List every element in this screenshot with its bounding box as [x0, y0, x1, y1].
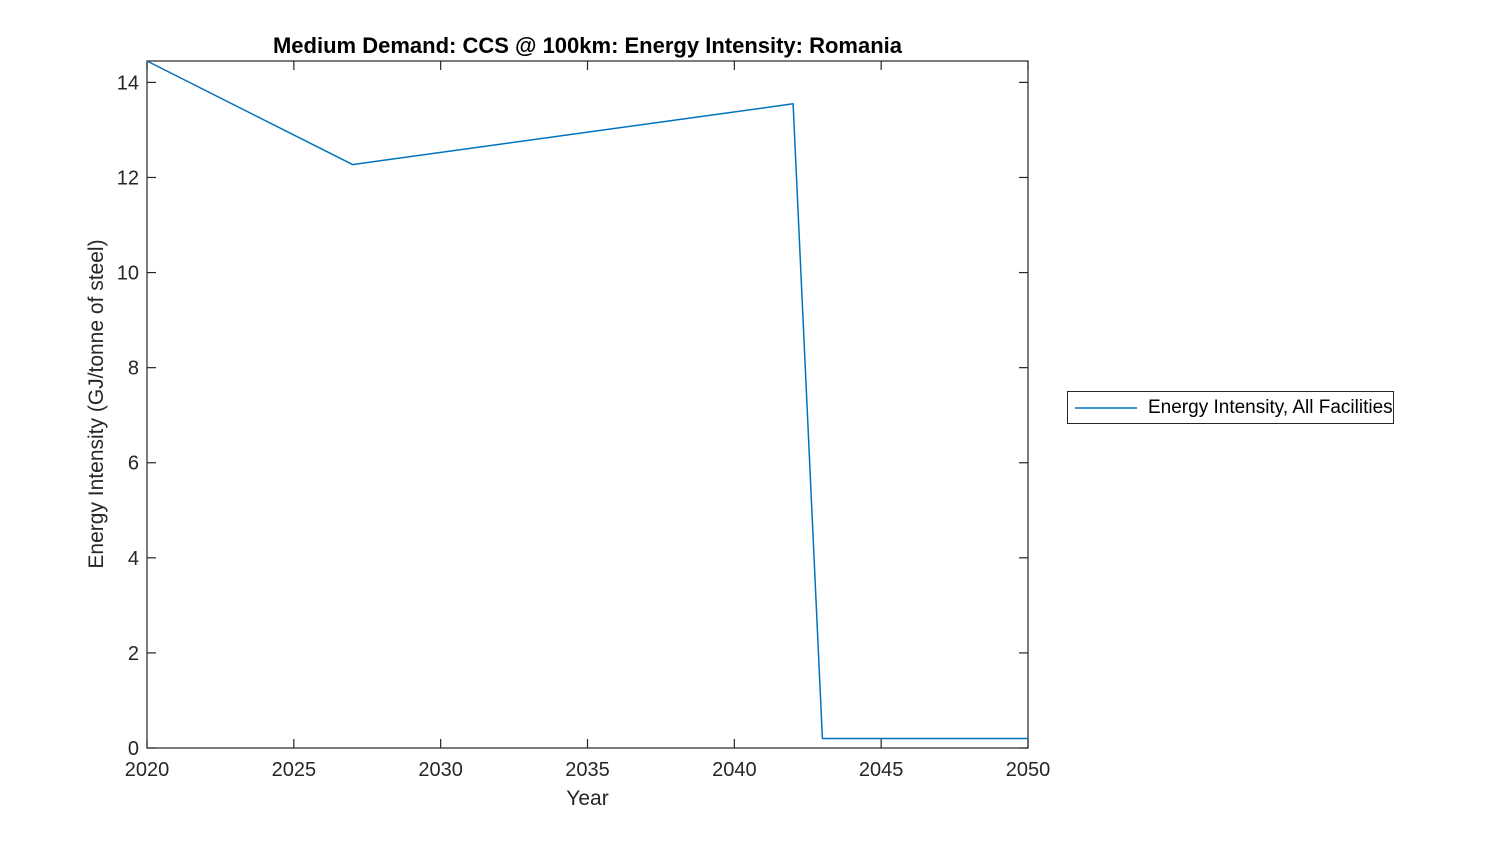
x-tick-label: 2045	[859, 759, 904, 781]
x-tick-label: 2040	[712, 759, 757, 781]
x-tick-label: 2020	[125, 759, 170, 781]
y-tick-label: 4	[128, 548, 139, 570]
y-tick-label: 8	[128, 358, 139, 380]
legend-line-sample	[1075, 406, 1137, 409]
legend-label: Energy Intensity, All Facilities	[1148, 396, 1393, 418]
y-tick-label: 2	[128, 643, 139, 665]
y-tick-label: 6	[128, 453, 139, 475]
y-axis-label: Energy Intensity (GJ/tonne of steel)	[85, 239, 108, 569]
y-tick-label: 12	[117, 167, 139, 189]
x-tick-label: 2050	[1006, 759, 1051, 781]
y-tick-label: 14	[117, 72, 139, 94]
y-tick-label: 0	[128, 738, 139, 760]
axes-box	[146, 60, 1029, 749]
y-tick-label: 10	[117, 263, 139, 285]
legend: Energy Intensity, All Facilities	[1067, 391, 1394, 424]
x-tick-label: 2035	[565, 759, 610, 781]
series-line	[146, 60, 1028, 740]
x-tick-label: 2025	[272, 759, 317, 781]
x-axis-label: Year	[566, 787, 609, 810]
x-tick-label: 2030	[418, 759, 463, 781]
chart-title: Medium Demand: CCS @ 100km: Energy Inten…	[272, 33, 903, 58]
